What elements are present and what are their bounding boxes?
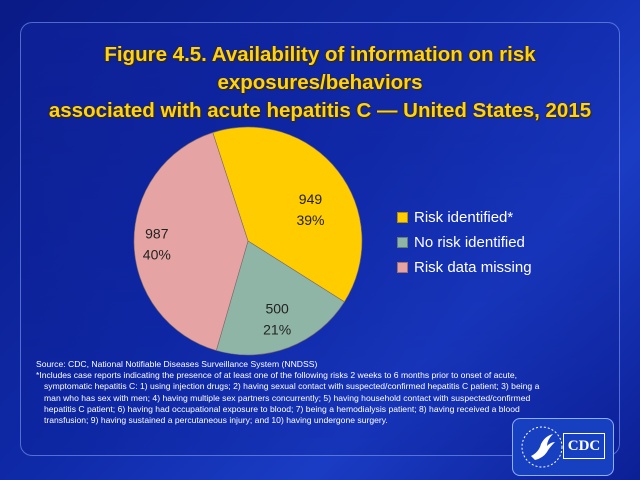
slice-value-label: 949 [299, 191, 323, 207]
slice-percent-label: 39% [296, 212, 324, 228]
hhs-eagle-icon [521, 426, 563, 468]
slice-value-label: 987 [145, 225, 169, 241]
footnote-line: transfusion; 9) having sustained a percu… [44, 415, 388, 426]
footnote-line: man who has sex with men; 4) having mult… [44, 392, 531, 403]
footnote-line: hepatitis C patient; 6) having had occup… [44, 403, 520, 414]
title-line-1: Figure 4.5. Availability of information … [104, 43, 536, 94]
legend-label: Risk identified* [414, 209, 514, 226]
legend-item-risk-identified: Risk identified* [397, 205, 532, 230]
slice-value-label: 500 [265, 301, 289, 317]
slice-percent-label: 40% [143, 246, 171, 262]
slice-percent-label: 21% [263, 322, 291, 338]
legend-item-no-risk-identified: No risk identified [397, 230, 532, 255]
footnote-line: *Includes case reports indicating the pr… [36, 370, 518, 381]
legend-swatch [397, 212, 408, 223]
legend-label: Risk data missing [414, 259, 532, 276]
source-note: Source: CDC, National Notifiable Disease… [36, 359, 318, 369]
pie-slice-no-risk-identified [215, 240, 345, 356]
footnotes: Source: CDC, National Notifiable Disease… [36, 359, 596, 426]
legend-label: No risk identified [414, 234, 525, 251]
legend: Risk identified* No risk identified Risk… [397, 205, 532, 280]
pie-slice-risk-identified [212, 126, 363, 303]
pie-slice-risk-data-missing [133, 132, 249, 351]
legend-item-risk-data-missing: Risk data missing [397, 255, 532, 280]
title-line-2: associated with acute hepatitis C — Unit… [48, 99, 592, 122]
legend-swatch [397, 262, 408, 273]
chart-title: Figure 4.5. Availability of information … [30, 41, 610, 125]
footnote-line: symptomatic hepatitis C: 1) using inject… [44, 381, 540, 392]
cdc-logo-text: CDC [563, 433, 605, 459]
legend-swatch [397, 237, 408, 248]
